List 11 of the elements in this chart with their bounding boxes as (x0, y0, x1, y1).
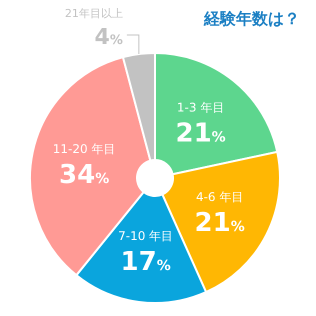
data-label: 17% (120, 246, 171, 277)
chart-title: 経験年数は？ (203, 9, 300, 28)
data-label: 21% (194, 208, 245, 238)
slice-label: 11-20 年目 (52, 142, 116, 156)
slice-label: 7-10 年目 (118, 228, 174, 243)
slice-label: 4-6 年目 (196, 190, 244, 204)
data-label: 4% (94, 25, 123, 50)
data-label: 21% (175, 118, 226, 149)
slice-label: 1-3 年目 (176, 100, 224, 115)
slice-label: 21年目以上 (64, 7, 123, 20)
data-label: 34% (58, 160, 110, 190)
